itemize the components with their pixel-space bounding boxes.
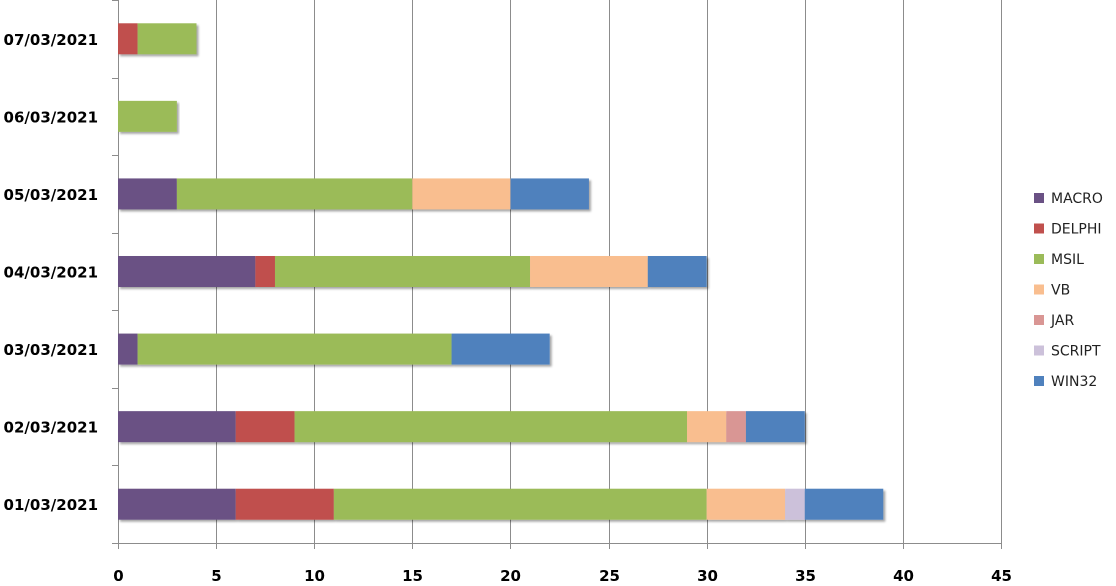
bar-stack	[118, 178, 589, 210]
bar-msil	[294, 411, 688, 443]
legend-label-jar: JAR	[1050, 313, 1074, 329]
bar-vb	[412, 178, 511, 210]
bar-msil	[137, 333, 452, 365]
x-tick-label: 45	[991, 567, 1012, 585]
x-tick-label: 40	[893, 567, 914, 585]
x-tick-label: 25	[599, 567, 620, 585]
legend: MACRO DELPHI MSIL VB JAR SCRIPT WIN32	[1034, 191, 1103, 390]
bar-delphi	[235, 488, 334, 520]
x-tick-label: 20	[500, 567, 521, 585]
bar-jar	[726, 411, 746, 443]
bar-win32	[510, 178, 589, 210]
legend-label-script: SCRIPT	[1051, 344, 1101, 360]
bar-stack	[118, 411, 805, 443]
bar-win32	[804, 488, 884, 520]
category-label: 01/03/2021	[4, 496, 98, 514]
bar-msil	[118, 100, 177, 132]
legend-label-win32: WIN32	[1051, 374, 1097, 390]
bar-macro	[118, 256, 256, 287]
legend-swatch-script	[1034, 345, 1044, 356]
legend-label-macro: MACRO	[1051, 191, 1103, 207]
bar-delphi	[235, 411, 295, 443]
legend-label-delphi: DELPHI	[1051, 222, 1102, 238]
category-label: 07/03/2021	[4, 31, 98, 49]
bar-msil	[176, 178, 413, 210]
x-tick-label: 30	[697, 567, 718, 585]
legend-swatch-macro	[1034, 193, 1044, 203]
bar-stack	[118, 333, 550, 365]
bar-script	[785, 488, 805, 520]
axis-labels: 0 5 10 15 20 25 30 35 40 45 01/03/2021 02/03/2021 03…	[4, 31, 1012, 585]
category-label: 04/03/2021	[4, 264, 98, 282]
legend-swatch-msil	[1034, 254, 1044, 264]
bar-win32	[745, 411, 805, 443]
category-label: 03/03/2021	[4, 341, 98, 359]
x-tick-label: 5	[211, 567, 221, 585]
bar-msil	[333, 488, 707, 520]
bar-macro	[118, 178, 177, 210]
bar-msil	[137, 23, 197, 55]
bar-win32	[451, 333, 550, 365]
bar-delphi	[255, 256, 275, 287]
bar-macro	[118, 333, 138, 365]
legend-swatch-jar	[1034, 315, 1044, 325]
bar-delphi	[118, 23, 138, 55]
x-tick-label: 35	[795, 567, 816, 585]
bar-msil	[274, 256, 531, 287]
bar-win32	[647, 256, 707, 287]
legend-label-msil: MSIL	[1051, 252, 1084, 268]
bar-stack	[118, 100, 177, 132]
legend-swatch-win32	[1034, 376, 1044, 386]
bar-vb	[687, 411, 727, 443]
bar-stack	[118, 488, 884, 520]
bar-macro	[118, 411, 236, 443]
bar-stack	[118, 23, 197, 55]
legend-label-vb: VB	[1051, 283, 1070, 299]
legend-swatch-delphi	[1034, 223, 1044, 234]
legend-swatch-vb	[1034, 284, 1044, 295]
x-tick-label: 15	[402, 567, 423, 585]
category-label: 02/03/2021	[4, 419, 98, 437]
bars	[118, 23, 884, 520]
bar-stack	[118, 256, 707, 287]
category-label: 06/03/2021	[4, 108, 98, 126]
bar-vb	[530, 256, 648, 287]
category-label: 05/03/2021	[4, 186, 98, 204]
bar-macro	[118, 488, 236, 520]
x-tick-label: 0	[113, 567, 123, 585]
bar-vb	[706, 488, 786, 520]
x-tick-label: 10	[304, 567, 325, 585]
